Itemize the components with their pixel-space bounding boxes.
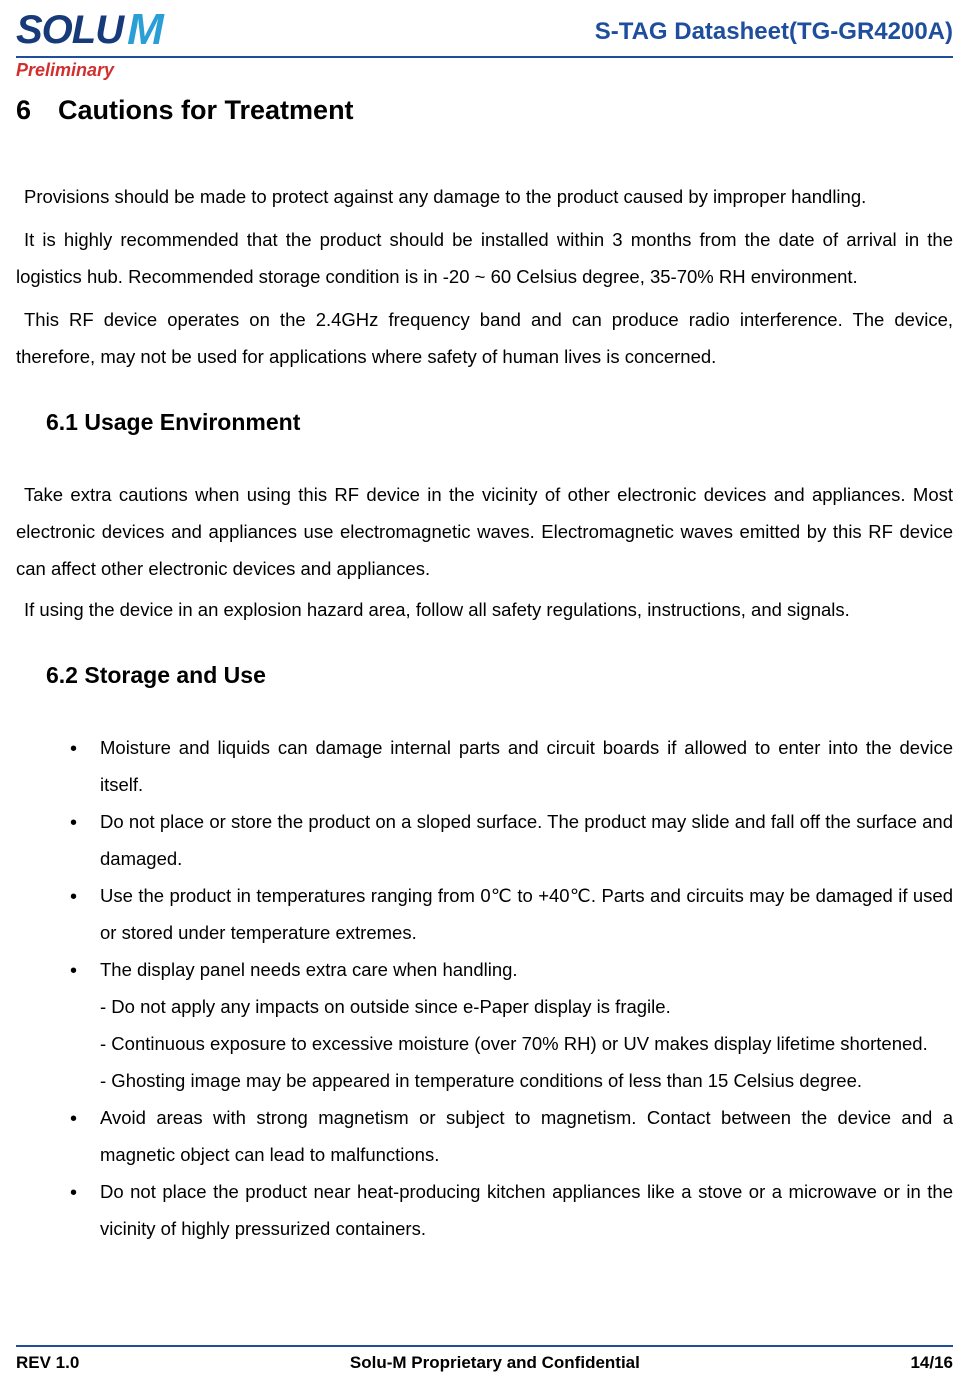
page-footer: REV 1.0 Solu-M Proprietary and Confident… <box>0 1345 969 1385</box>
list-item: Do not place or store the product on a s… <box>70 803 953 877</box>
brand-logo: SOLU M <box>16 8 163 52</box>
footer-rev: REV 1.0 <box>16 1353 79 1373</box>
list-sub-2: - Continuous exposure to excessive moist… <box>112 1025 953 1062</box>
document-title: S-TAG Datasheet(TG-GR4200A) <box>595 18 953 46</box>
list-item: Do not place the product near heat-produ… <box>70 1173 953 1247</box>
list-item-text: Use the product in temperatures ranging … <box>100 885 953 943</box>
intro-paragraph-3: This RF device operates on the 2.4GHz fr… <box>16 301 953 375</box>
content-area: 6 Cautions for Treatment Provisions shou… <box>0 81 969 1247</box>
list-sub-3: - Ghosting image may be appeared in temp… <box>112 1062 953 1099</box>
list-item: Use the product in temperatures ranging … <box>70 877 953 951</box>
footer-divider <box>16 1345 953 1347</box>
list-item: Avoid areas with strong magnetism or sub… <box>70 1099 953 1173</box>
section-6-heading: 6 Cautions for Treatment <box>16 95 953 126</box>
list-item-text: The display panel needs extra care when … <box>100 959 518 980</box>
intro-paragraph-2: It is highly recommended that the produc… <box>16 221 953 295</box>
list-item-text: Do not place or store the product on a s… <box>100 811 953 869</box>
section-6-2-heading: 6.2 Storage and Use <box>46 662 953 689</box>
logo-text-accent: M <box>127 8 163 52</box>
storage-use-list: Moisture and liquids can damage internal… <box>70 729 953 1247</box>
footer-center: Solu-M Proprietary and Confidential <box>350 1353 640 1373</box>
list-item-text: Moisture and liquids can damage internal… <box>100 737 953 795</box>
section-6-1-p1: Take extra cautions when using this RF d… <box>16 476 953 587</box>
list-item: Moisture and liquids can damage internal… <box>70 729 953 803</box>
section-6-1-p2: If using the device in an explosion haza… <box>16 591 953 628</box>
logo-text-main: SOLU <box>16 10 123 50</box>
list-item-text: Avoid areas with strong magnetism or sub… <box>100 1107 953 1165</box>
page-root: SOLU M S-TAG Datasheet(TG-GR4200A) Preli… <box>0 0 969 1385</box>
footer-page: 14/16 <box>910 1353 953 1373</box>
preliminary-label: Preliminary <box>0 60 969 81</box>
footer-row: REV 1.0 Solu-M Proprietary and Confident… <box>16 1353 953 1373</box>
list-item: The display panel needs extra care when … <box>70 951 953 1099</box>
intro-paragraph-1: Provisions should be made to protect aga… <box>16 178 953 215</box>
header-divider <box>16 56 953 58</box>
section-6-1-heading: 6.1 Usage Environment <box>46 409 953 436</box>
page-header: SOLU M S-TAG Datasheet(TG-GR4200A) <box>0 0 969 52</box>
list-sub-1: - Do not apply any impacts on outside si… <box>112 988 953 1025</box>
list-item-text: Do not place the product near heat-produ… <box>100 1181 953 1239</box>
